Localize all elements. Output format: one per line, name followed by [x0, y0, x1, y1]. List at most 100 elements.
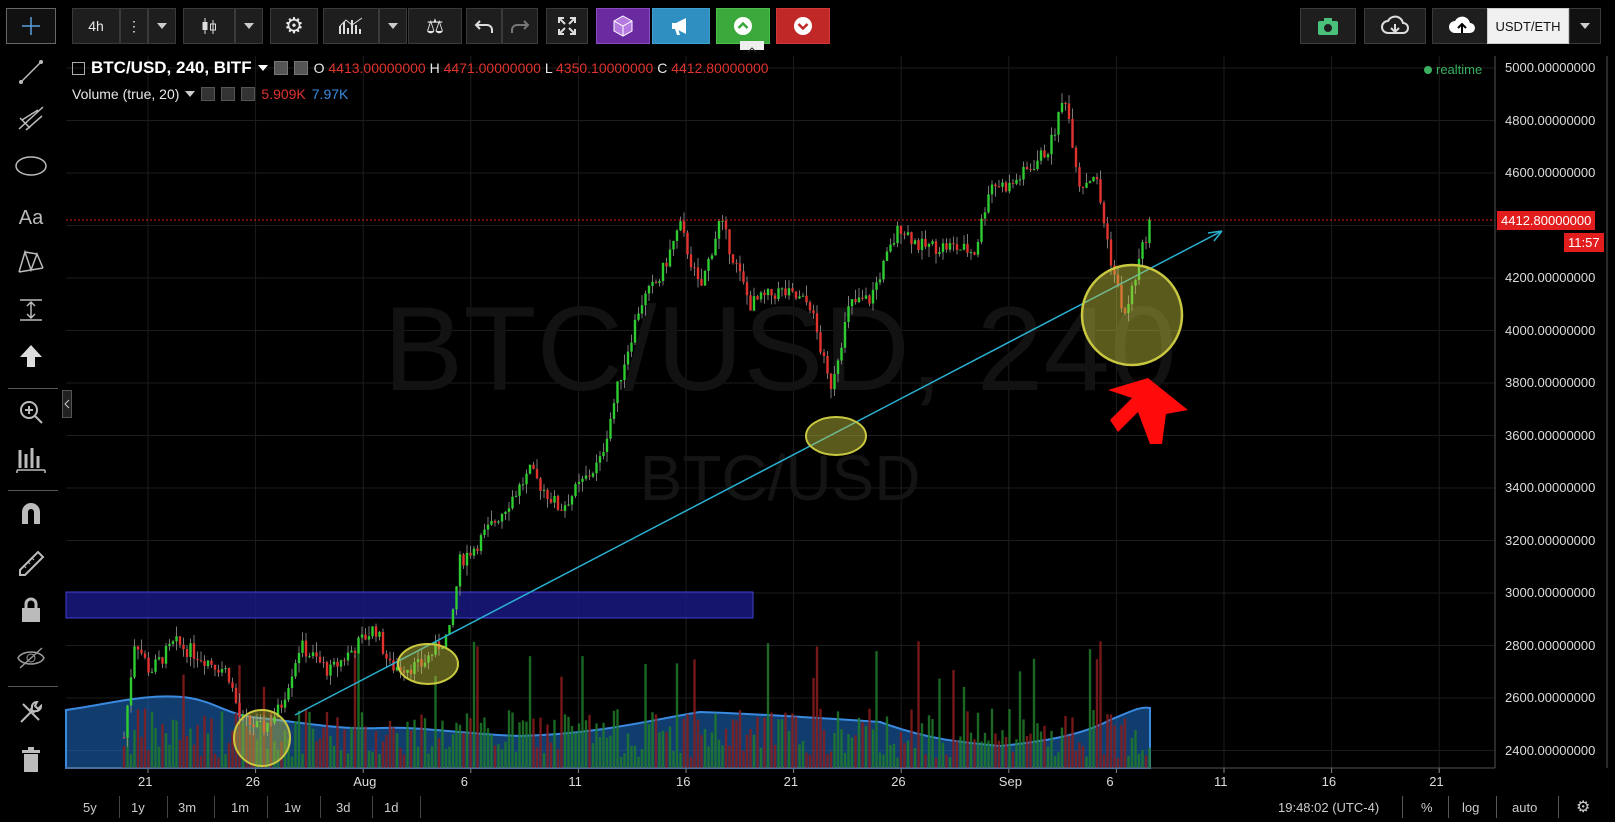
price-axis-label: 3000.00000000	[1505, 585, 1596, 600]
volume-bar	[742, 750, 745, 768]
volume-bar	[602, 722, 605, 768]
indicators-button[interactable]	[323, 8, 379, 44]
range-button-1w[interactable]: 1w	[284, 800, 301, 815]
toolbar-divider	[8, 388, 58, 389]
cloud-upload-button[interactable]	[1432, 8, 1492, 44]
remove-drawings-tool[interactable]	[8, 742, 54, 782]
cube-button[interactable]	[596, 8, 650, 44]
volume-bar	[350, 727, 353, 768]
candle-down	[262, 721, 266, 732]
tools-settings[interactable]	[8, 694, 54, 734]
interval-more-button[interactable]: ⋮	[120, 8, 148, 44]
chart-type-dropdown[interactable]	[235, 8, 263, 44]
redo-button[interactable]	[502, 8, 538, 44]
crosshair-icon	[19, 14, 43, 38]
close-icon[interactable]	[241, 87, 256, 101]
arrow-tool[interactable]	[8, 338, 54, 378]
volume-bar	[675, 663, 679, 768]
auto-toggle[interactable]: auto	[1512, 800, 1537, 815]
candle-down	[385, 653, 388, 659]
candle-up	[630, 342, 633, 352]
volume-bar	[276, 749, 280, 768]
symbol-select-dropdown[interactable]	[1569, 8, 1601, 44]
volume-bar	[378, 753, 381, 768]
candle-up	[168, 643, 171, 647]
gear-icon: ⚙	[284, 13, 304, 38]
range-button-3d[interactable]: 3d	[336, 800, 351, 815]
candle-up	[941, 243, 945, 253]
collapse-toolbar-handle[interactable]	[740, 41, 764, 53]
series-title[interactable]: BTC/USD, 240, BITF	[91, 58, 252, 77]
volume-bar	[605, 737, 609, 768]
range-button-1m[interactable]: 1m	[231, 800, 250, 815]
eye-icon[interactable]	[273, 61, 288, 75]
pitchfork-tool[interactable]	[8, 100, 54, 140]
range-button-1y[interactable]: 1y	[131, 800, 145, 815]
volume-bar	[980, 741, 983, 768]
trash-icon	[19, 746, 43, 779]
volume-bar	[784, 712, 787, 768]
zoom-tool[interactable]	[8, 394, 54, 434]
volume-bar	[1134, 730, 1137, 768]
bars-pattern-tool[interactable]	[8, 442, 54, 482]
fullscreen-button[interactable]	[546, 8, 588, 44]
interval-button[interactable]: 4h	[72, 8, 120, 44]
hide-drawings-tool[interactable]	[8, 640, 54, 680]
range-button-5y[interactable]: 5y	[83, 800, 97, 815]
cloud-download-button[interactable]	[1364, 8, 1426, 44]
indicators-dropdown[interactable]	[379, 8, 407, 44]
symbol-select[interactable]: USDT/ETH	[1487, 8, 1569, 44]
candle-down	[588, 475, 591, 477]
volume-title[interactable]: Volume (true, 20)	[72, 86, 180, 102]
stay-drawing-tool[interactable]	[8, 544, 54, 584]
screenshot-button[interactable]	[1300, 8, 1356, 44]
compare-button[interactable]: ⚖	[408, 8, 462, 44]
chart-type-button[interactable]	[183, 8, 235, 44]
candle-down	[815, 313, 819, 333]
volume-bar	[318, 738, 322, 768]
range-button-1d[interactable]: 1d	[384, 800, 399, 815]
chevron-down-icon[interactable]	[185, 91, 196, 97]
volume-value: 5.909K	[261, 86, 306, 102]
volume-bar	[493, 745, 497, 768]
collapse-legend-icon[interactable]	[72, 61, 85, 75]
ellipse-tool[interactable]	[8, 148, 54, 188]
candle-up	[175, 636, 178, 642]
candle-down	[476, 548, 479, 551]
range-button-3m[interactable]: 3m	[178, 800, 197, 815]
volume-bar	[364, 726, 367, 768]
magnet-tool[interactable]	[8, 496, 54, 536]
clock[interactable]: 19:48:02 (UTC-4)	[1278, 800, 1379, 815]
watermark-main: BTC/USD, 240	[383, 282, 1177, 416]
candle-down	[952, 243, 955, 245]
log-toggle[interactable]: log	[1462, 800, 1479, 815]
undo-button[interactable]	[466, 8, 502, 44]
price-axis-label: 3400.00000000	[1505, 480, 1596, 495]
lock-tool[interactable]	[8, 592, 54, 632]
interval-dropdown-button[interactable]	[148, 8, 176, 44]
gear-icon[interactable]	[293, 61, 308, 75]
percent-toggle[interactable]: %	[1421, 800, 1433, 815]
chart-settings-button[interactable]: ⚙	[1576, 797, 1590, 817]
candle-up	[266, 722, 269, 732]
settings-button[interactable]: ⚙	[270, 8, 318, 44]
pattern-tool[interactable]	[8, 244, 54, 284]
candle-down	[819, 332, 822, 353]
volume-bar	[665, 732, 668, 768]
volume-bar	[315, 741, 318, 768]
measure-tool[interactable]	[8, 292, 54, 332]
toolbar-collapse-handle[interactable]	[62, 390, 72, 418]
chevron-down-icon[interactable]	[257, 65, 268, 71]
candle-up	[710, 255, 714, 259]
gear-icon[interactable]	[221, 87, 236, 101]
announcements-button[interactable]	[652, 8, 710, 44]
trendline-tool[interactable]	[8, 54, 54, 94]
scroll-down-button[interactable]	[776, 8, 830, 44]
scroll-up-button[interactable]	[716, 8, 770, 44]
candle-up	[1141, 242, 1144, 259]
text-tool[interactable]: Aa	[8, 198, 54, 238]
eye-icon[interactable]	[201, 87, 216, 101]
candle-up	[640, 305, 644, 314]
crosshair-tool-button[interactable]	[6, 8, 56, 44]
